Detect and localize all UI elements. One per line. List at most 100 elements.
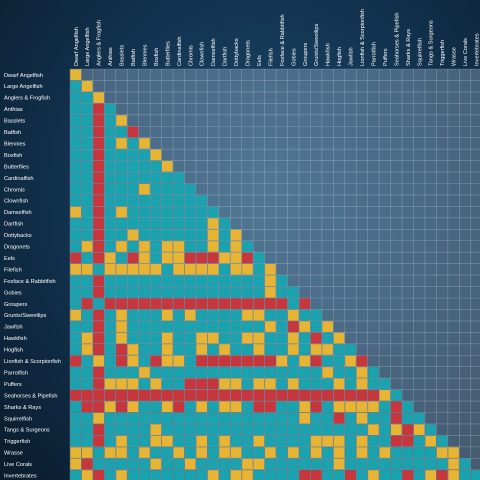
matrix-cell (93, 126, 104, 138)
matrix-cell (81, 412, 93, 424)
matrix-cell (299, 321, 311, 332)
row-label-tangs-surgeons: Tangs & Surgeons (4, 428, 50, 434)
matrix-cell (116, 252, 127, 264)
row-label-blennies: Blennies (4, 141, 26, 147)
matrix-cell (196, 229, 207, 241)
matrix-cell (104, 115, 116, 126)
matrix-cell (276, 332, 288, 344)
matrix-cell (162, 309, 173, 321)
matrix-cell (104, 286, 116, 298)
matrix-cell (127, 367, 139, 378)
matrix-cell (207, 275, 219, 287)
matrix-cell (104, 470, 116, 480)
matrix-cell (448, 447, 459, 458)
matrix-cell (276, 435, 288, 447)
matrix-cell (173, 470, 185, 480)
row-label-triggerfish: Triggerfish (4, 439, 30, 445)
matrix-cell (139, 161, 150, 172)
matrix-cell (70, 332, 82, 344)
matrix-cell (104, 195, 116, 206)
matrix-cell (104, 298, 116, 310)
matrix-cell (81, 229, 93, 241)
matrix-cell (356, 401, 368, 413)
row-label-invertebrates: Invertebrates (4, 474, 37, 480)
matrix-cell (207, 309, 219, 321)
matrix-cell (139, 355, 150, 367)
matrix-cell (322, 355, 333, 367)
matrix-cell (242, 412, 253, 424)
column-label-damselfish: Damselfish (211, 38, 217, 66)
matrix-cell (287, 390, 299, 401)
matrix-cell (310, 309, 322, 321)
matrix-cell (219, 218, 230, 229)
column-label-butterflies: Butterflies (165, 41, 171, 66)
matrix-cell (413, 458, 425, 470)
row-label-jawfish: Jawfish (4, 325, 23, 331)
matrix-cell (70, 309, 82, 321)
matrix-cell (230, 264, 242, 275)
matrix-cell (104, 378, 116, 390)
matrix-cell (81, 298, 93, 310)
row-label-dwarf-angelfish: Dwarf Angelfish (4, 73, 43, 79)
column-label-basslets: Basslets (120, 45, 126, 66)
matrix-cell (242, 390, 253, 401)
row-label-filefish: Filefish (4, 267, 22, 273)
matrix-cell (219, 241, 230, 252)
column-label-dragonets: Dragonets (246, 40, 252, 66)
matrix-cell (196, 264, 207, 275)
row-label-anglers-frogfish: Anglers & Frogfish (4, 96, 50, 102)
matrix-cell (299, 309, 311, 321)
matrix-cell (173, 390, 185, 401)
matrix-cell (287, 470, 299, 480)
matrix-cell (368, 367, 379, 378)
row-label-cardinalfish: Cardinalfish (4, 176, 34, 182)
matrix-cell (436, 447, 448, 458)
matrix-cell (116, 172, 127, 184)
column-label-hawkfish: Hawkfish (326, 43, 332, 66)
matrix-cell (196, 435, 207, 447)
matrix-cell (391, 447, 402, 458)
matrix-cell (230, 309, 242, 321)
matrix-cell (93, 309, 104, 321)
matrix-cell (391, 458, 402, 470)
matrix-cell (242, 424, 253, 435)
matrix-cell (127, 401, 139, 413)
matrix-cell (242, 241, 253, 252)
matrix-cell (230, 458, 242, 470)
matrix-cell (402, 401, 414, 413)
matrix-cell (219, 229, 230, 241)
matrix-cell (230, 470, 242, 480)
matrix-cell (196, 412, 207, 424)
matrix-cell (93, 424, 104, 435)
matrix-cell (93, 161, 104, 172)
matrix-cell (287, 321, 299, 332)
matrix-cell (322, 458, 333, 470)
matrix-cell (242, 332, 253, 344)
matrix-cell (127, 298, 139, 310)
matrix-cell (219, 355, 230, 367)
row-label-squirrelfish: Squirrelfish (4, 416, 32, 422)
matrix-cell (322, 424, 333, 435)
matrix-cell (139, 470, 150, 480)
matrix-cell (150, 298, 162, 310)
column-label-seahorses-pipefish: Seahorses & Pipefish (394, 13, 400, 66)
matrix-cell (253, 447, 265, 458)
matrix-cell (402, 424, 414, 435)
matrix-cell (333, 458, 345, 470)
matrix-cell (139, 206, 150, 218)
matrix-cell (287, 309, 299, 321)
matrix-cell (116, 115, 127, 126)
matrix-cell (310, 470, 322, 480)
matrix-cell (127, 138, 139, 149)
matrix-cell (116, 229, 127, 241)
matrix-cell (184, 195, 196, 206)
matrix-cell (253, 298, 265, 310)
matrix-cell (93, 401, 104, 413)
matrix-cell (162, 241, 173, 252)
matrix-cell (425, 435, 436, 447)
matrix-cell (276, 470, 288, 480)
matrix-cell (207, 424, 219, 435)
matrix-cell (196, 447, 207, 458)
matrix-cell (127, 286, 139, 298)
matrix-cell (402, 412, 414, 424)
